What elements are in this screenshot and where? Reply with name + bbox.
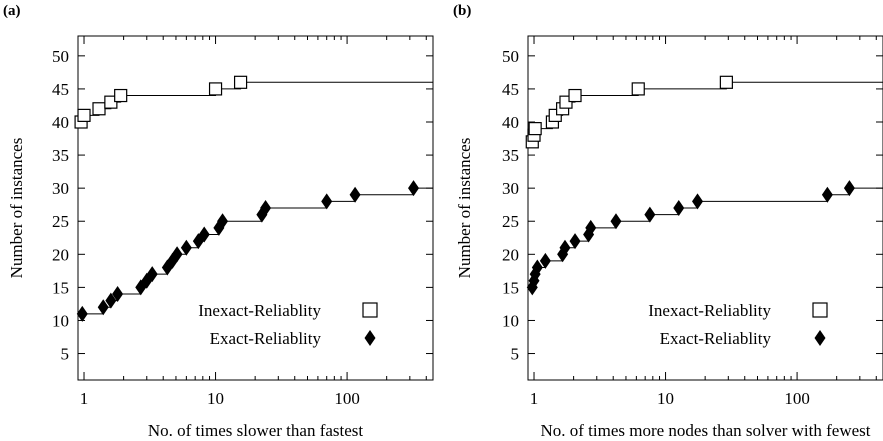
data-point-square [208, 82, 223, 96]
y-tick-label: 35 [502, 146, 519, 165]
panel-label: (b) [453, 3, 471, 19]
series-inexact-reliablity [74, 75, 433, 129]
y-tick-label: 35 [52, 146, 69, 165]
data-point-diamond [146, 266, 158, 283]
data-point-diamond [539, 252, 551, 269]
series-step-line [82, 187, 433, 315]
data-point-square [528, 122, 542, 136]
x-tick-label: 100 [784, 389, 810, 408]
y-tick-label: 20 [502, 245, 519, 264]
panel-label: (a) [3, 3, 21, 19]
series-exact-reliablity [526, 180, 883, 296]
y-tick-label: 25 [52, 212, 69, 231]
data-point-square [631, 82, 645, 96]
data-point-square [568, 88, 582, 103]
legend-marker-square [362, 302, 378, 318]
data-point-diamond [112, 286, 124, 302]
legend-label: Inexact-Reliablity [198, 301, 321, 320]
y-tick-label: 5 [511, 345, 520, 364]
data-point-square [92, 102, 106, 116]
data-point-diamond [585, 219, 597, 236]
data-point-diamond [97, 299, 109, 316]
data-point-diamond [260, 200, 272, 216]
data-point-diamond [198, 226, 210, 243]
data-point-diamond [559, 239, 571, 256]
x-axis-label: No. of times more nodes than solver with… [540, 421, 870, 440]
y-tick-label: 10 [52, 311, 69, 330]
data-point-diamond [217, 213, 229, 230]
y-tick-label: 50 [52, 47, 69, 66]
y-tick-label: 30 [502, 179, 519, 198]
x-tick-label: 10 [657, 389, 674, 408]
data-point-diamond [569, 233, 581, 250]
y-tick-label: 40 [502, 113, 519, 132]
y-tick-label: 15 [502, 278, 519, 297]
y-tick-label: 40 [52, 113, 69, 132]
legend-marker-diamond [814, 330, 826, 346]
data-point-diamond [673, 200, 685, 216]
legend-label: Inexact-Reliablity [648, 301, 771, 320]
data-point-diamond [105, 292, 117, 309]
legend-marker-diamond [364, 330, 376, 346]
data-point-square [719, 75, 733, 89]
legend-label: Exact-Reliablity [210, 329, 322, 348]
data-point-diamond [349, 186, 361, 203]
data-point-diamond [531, 259, 543, 276]
data-point-diamond [692, 193, 704, 210]
y-tick-label: 10 [502, 311, 519, 330]
legend-label: Exact-Reliablity [660, 329, 772, 348]
series-step-line [532, 81, 883, 143]
y-tick-label: 45 [52, 80, 69, 99]
y-tick-label: 50 [502, 47, 519, 66]
y-tick-label: 5 [61, 345, 70, 364]
series-inexact-reliablity [525, 75, 883, 149]
data-point-diamond [321, 193, 333, 210]
series-step-line [532, 187, 883, 288]
data-point-diamond [843, 180, 855, 197]
y-axis-label: Number of instances [455, 138, 474, 279]
legend-marker-square [812, 302, 828, 318]
series-exact-reliablity [76, 180, 433, 322]
data-point-square [77, 108, 91, 122]
y-tick-label: 30 [52, 179, 69, 198]
y-axis-label: Number of instances [7, 138, 26, 279]
data-point-diamond [821, 186, 833, 203]
x-tick-label: 1 [80, 389, 89, 408]
data-point-diamond [408, 180, 420, 197]
y-tick-label: 25 [502, 212, 519, 231]
y-tick-label: 15 [52, 278, 69, 297]
x-tick-label: 1 [530, 389, 539, 408]
data-point-diamond [166, 252, 178, 269]
data-point-square [104, 95, 118, 109]
data-point-square [114, 88, 128, 103]
chart-panel-b: (b) 5 10 15 20 25 30 35 40 45 50 1 10 100 No. of times… [453, 3, 883, 440]
data-point-diamond [171, 246, 183, 263]
x-tick-label: 100 [334, 389, 360, 408]
y-tick-label: 20 [52, 245, 69, 264]
data-point-diamond [644, 206, 656, 223]
data-point-diamond [610, 213, 622, 230]
chart-panel-a: (a) 5 10 15 20 25 30 35 40 45 50 1 10 100 No. of times… [3, 3, 434, 440]
data-point-diamond [180, 239, 192, 256]
x-tick-label: 10 [207, 389, 224, 408]
data-point-diamond [76, 305, 88, 322]
x-axis-label: No. of times slower than fastest [148, 421, 364, 440]
data-point-square [233, 75, 248, 89]
series-step-line [81, 81, 433, 123]
y-tick-label: 45 [502, 80, 519, 99]
